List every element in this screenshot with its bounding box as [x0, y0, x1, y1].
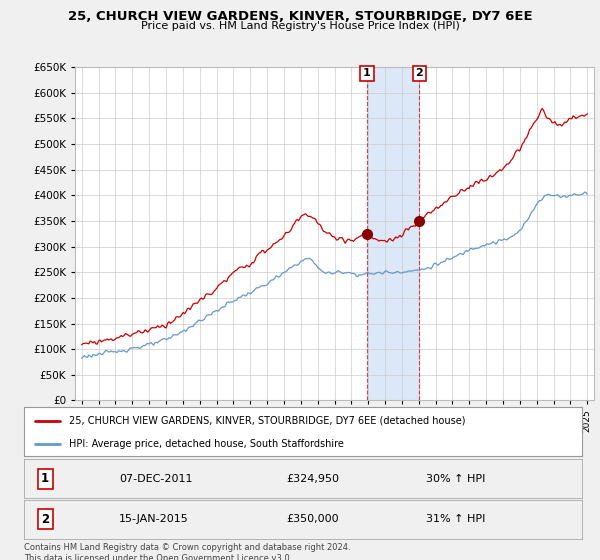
Text: 30% ↑ HPI: 30% ↑ HPI: [426, 474, 485, 484]
Text: 1: 1: [363, 68, 371, 78]
Text: 1: 1: [41, 472, 49, 486]
Text: HPI: Average price, detached house, South Staffordshire: HPI: Average price, detached house, Sout…: [68, 439, 344, 449]
Text: Price paid vs. HM Land Registry's House Price Index (HPI): Price paid vs. HM Land Registry's House …: [140, 21, 460, 31]
Text: Contains HM Land Registry data © Crown copyright and database right 2024.
This d: Contains HM Land Registry data © Crown c…: [24, 543, 350, 560]
Text: 07-DEC-2011: 07-DEC-2011: [119, 474, 193, 484]
Text: £350,000: £350,000: [286, 514, 339, 524]
Text: 25, CHURCH VIEW GARDENS, KINVER, STOURBRIDGE, DY7 6EE: 25, CHURCH VIEW GARDENS, KINVER, STOURBR…: [68, 10, 532, 23]
Text: 15-JAN-2015: 15-JAN-2015: [119, 514, 188, 524]
Text: 2: 2: [41, 512, 49, 526]
Bar: [367, 67, 419, 400]
Text: 31% ↑ HPI: 31% ↑ HPI: [426, 514, 485, 524]
Text: 25, CHURCH VIEW GARDENS, KINVER, STOURBRIDGE, DY7 6EE (detached house): 25, CHURCH VIEW GARDENS, KINVER, STOURBR…: [68, 416, 465, 426]
Text: £324,950: £324,950: [286, 474, 339, 484]
Text: 2: 2: [416, 68, 424, 78]
